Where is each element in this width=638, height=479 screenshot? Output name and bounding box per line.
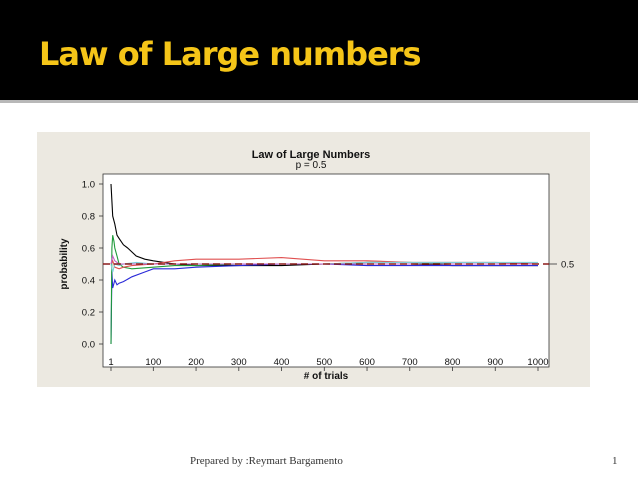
plot-area [102, 173, 550, 368]
x-tick-label: 1000 [527, 357, 548, 368]
x-tick-label: 800 [445, 357, 461, 368]
footer-credit: Prepared by :Reymart Bargamento [190, 455, 343, 467]
x-tick-label: 1 [108, 357, 113, 368]
slide-header: Law of Large numbers [0, 0, 638, 100]
reference-label: 0.5 [561, 260, 574, 271]
series-line-2 [110, 263, 538, 345]
chart-subtitle: p = 0.5 [296, 160, 327, 171]
chart-title: Law of Large Numbers [252, 149, 371, 161]
x-tick-label: 900 [487, 357, 503, 368]
y-tick-label: 0.2 [82, 308, 95, 319]
y-tick-label: 0.0 [82, 340, 95, 351]
y-tick-label: 1.0 [82, 180, 95, 191]
header-divider [0, 100, 638, 103]
x-tick-label: 500 [316, 357, 332, 368]
x-tick-label: 400 [274, 357, 290, 368]
x-tick-label: 700 [402, 357, 418, 368]
x-tick-label: 300 [231, 357, 247, 368]
page-number: 1 [612, 455, 618, 467]
y-tick-label: 0.6 [82, 244, 95, 255]
x-axis-label: # of trials [304, 371, 349, 382]
y-axis-label: probability [59, 238, 70, 290]
law-of-large-numbers-chart: Law of Large Numbers p = 0.5 0.0 0.2 0.4 0.… [59, 149, 574, 382]
slide-title: Law of Large numbers [39, 35, 422, 73]
x-tick-label: 200 [188, 357, 204, 368]
y-tick-label: 0.4 [82, 276, 95, 287]
y-tick-label: 0.8 [82, 212, 95, 223]
x-tick-label: 600 [359, 357, 375, 368]
x-tick-label: 100 [145, 357, 161, 368]
chart-panel: Law of Large Numbers p = 0.5 0.0 0.2 0.4 0.… [37, 132, 590, 387]
